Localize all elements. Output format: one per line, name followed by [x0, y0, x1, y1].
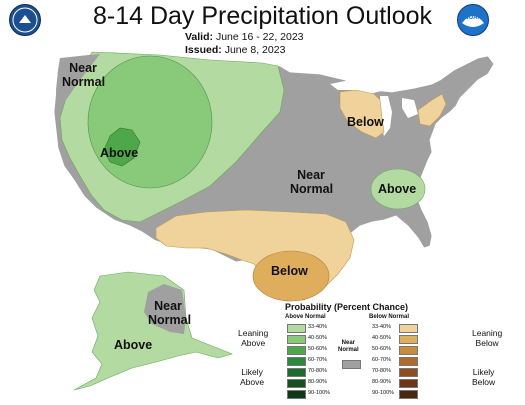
label-nw-near-normal: Near Normal — [62, 61, 106, 89]
lake-huron — [402, 98, 418, 118]
label-central-near-normal: Near Normal — [290, 168, 334, 196]
legend-leaning-below: Leaning Below — [472, 328, 503, 348]
great-lakes-below-33-40 — [339, 89, 385, 139]
page-title: 8-14 Day Precipitation Outlook — [92, 2, 433, 30]
label-west-above: Above — [100, 146, 139, 160]
legend-above-head: Above Normal — [285, 314, 326, 320]
legend-title: Probability (Percent Chance) — [285, 302, 409, 312]
issued-label: Issued: — [185, 44, 222, 56]
legend-above-swatch — [287, 390, 306, 399]
legend-below-range: 50-60% — [372, 346, 391, 352]
legend-below-swatch — [399, 335, 418, 344]
legend-above-swatch — [287, 335, 306, 344]
legend-below-head: Below Normal — [369, 314, 410, 320]
legend-above-range: 70-80% — [308, 368, 327, 374]
legend-above-range: 40-50% — [308, 335, 327, 341]
legend-below-range: 40-50% — [372, 335, 391, 341]
west-above-50-60 — [103, 127, 141, 167]
legend-below-range: 80-90% — [372, 379, 391, 385]
probability-legend: Probability (Percent Chance) Above Norma… — [238, 302, 510, 402]
legend-below-range: 60-70% — [372, 357, 391, 363]
legend-above-swatch — [287, 379, 306, 388]
northeast-below-33-40 — [417, 93, 447, 127]
legend-below-swatch — [399, 357, 418, 366]
label-texas-below: Below — [271, 264, 308, 278]
commerce-seal-icon — [9, 4, 41, 36]
legend-likely-below: Likely Below — [472, 367, 496, 387]
ohio-above-33-40 — [370, 168, 426, 210]
alaska-above-33-40 — [73, 271, 233, 391]
legend-below-range: 33-40% — [372, 324, 391, 330]
legend-above-swatch — [287, 324, 306, 333]
legend-below-swatch — [399, 379, 418, 388]
label-alaska-above: Above — [114, 338, 153, 352]
label-great-lakes-below: Below — [347, 115, 384, 129]
texas-below-40-50 — [252, 250, 330, 302]
legend-above-swatch — [287, 357, 306, 366]
issued-value: June 8, 2023 — [224, 44, 286, 56]
legend-below-swatch — [399, 346, 418, 355]
legend-near-swatch — [342, 360, 361, 369]
legend-above-swatch — [287, 346, 306, 355]
noaa-logo-icon: NOAA — [457, 4, 489, 36]
legend-below-range: 70-80% — [372, 368, 391, 374]
legend-below-swatch — [399, 368, 418, 377]
alaska-near-normal — [144, 284, 186, 334]
issued-date: Issued: June 8, 2023 — [185, 44, 285, 56]
label-alaska-near-normal: Near Normal — [148, 299, 192, 327]
noaa-logo-text: NOAA — [464, 15, 482, 21]
valid-value: June 16 - 22, 2023 — [215, 31, 304, 43]
label-ohio-above: Above — [378, 182, 417, 196]
legend-above-range: 60-70% — [308, 357, 327, 363]
legend-near-head: Near Normal — [338, 340, 359, 353]
legend-below-swatch — [399, 390, 418, 399]
legend-above-range: 33-40% — [308, 324, 327, 330]
lake-superior — [330, 80, 385, 94]
legend-above-range: 80-90% — [308, 379, 327, 385]
legend-above-range: 50-60% — [308, 346, 327, 352]
nw-near-normal — [56, 54, 100, 112]
legend-likely-above: Likely Above — [240, 367, 265, 387]
legend-below-range: 90-100% — [372, 390, 395, 396]
legend-below-swatch — [399, 324, 418, 333]
valid-label: Valid: — [185, 31, 214, 43]
legend-above-swatch — [287, 368, 306, 377]
valid-dates: Valid: June 16 - 22, 2023 — [185, 31, 304, 43]
legend-leaning-above: Leaning Above — [238, 328, 269, 348]
legend-above-range: 90-100% — [308, 390, 331, 396]
west-above-40-50 — [87, 55, 213, 189]
